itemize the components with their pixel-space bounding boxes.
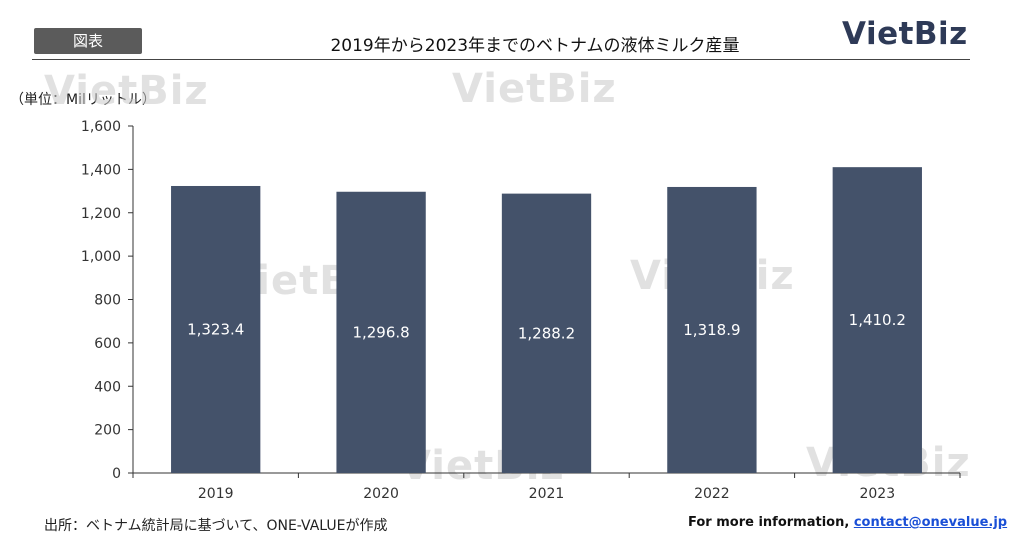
- figure-tag: 図表: [34, 28, 142, 54]
- contact-email-link[interactable]: contact@onevalue.jp: [853, 515, 1008, 530]
- y-tick-label: 0: [112, 466, 121, 482]
- y-tick-label: 800: [94, 293, 121, 309]
- contact-info: For more information, contact@onevalue.j…: [688, 515, 1007, 530]
- bar: [832, 167, 922, 473]
- x-tick-label: 2023: [859, 486, 895, 502]
- data-label: 1,410.2: [849, 311, 906, 329]
- y-tick-label: 1,600: [81, 119, 121, 135]
- data-label: 1,288.2: [518, 324, 575, 342]
- x-tick-label: 2022: [694, 486, 730, 502]
- contact-prefix: For more information,: [688, 515, 854, 530]
- x-tick-label: 2021: [529, 486, 565, 502]
- vietbiz-logo: VietBiz: [842, 16, 968, 52]
- y-tick-label: 1,400: [81, 162, 121, 178]
- bar: [171, 185, 261, 474]
- y-tick-label: 200: [94, 423, 121, 439]
- x-tick-label: 2020: [363, 486, 399, 502]
- data-label: 1,323.4: [187, 320, 244, 338]
- header-divider: [32, 59, 970, 60]
- y-tick-label: 600: [94, 336, 121, 352]
- bar: [336, 191, 426, 473]
- unit-label: （単位：Milリットル）: [10, 92, 156, 108]
- y-tick-label: 1,200: [81, 206, 121, 222]
- source-note: 出所：ベトナム統計局に基づいて、ONE-VALUEが作成: [44, 518, 388, 534]
- y-tick-label: 1,000: [81, 249, 121, 265]
- bar: [501, 193, 592, 473]
- bar: [667, 186, 757, 473]
- x-tick-label: 2019: [198, 486, 234, 502]
- chart-title: 2019年から2023年までのベトナムの液体ミルク産量: [330, 36, 740, 56]
- data-label: 1,296.8: [352, 323, 409, 341]
- y-tick-label: 400: [94, 379, 121, 395]
- data-label: 1,318.9: [683, 321, 740, 339]
